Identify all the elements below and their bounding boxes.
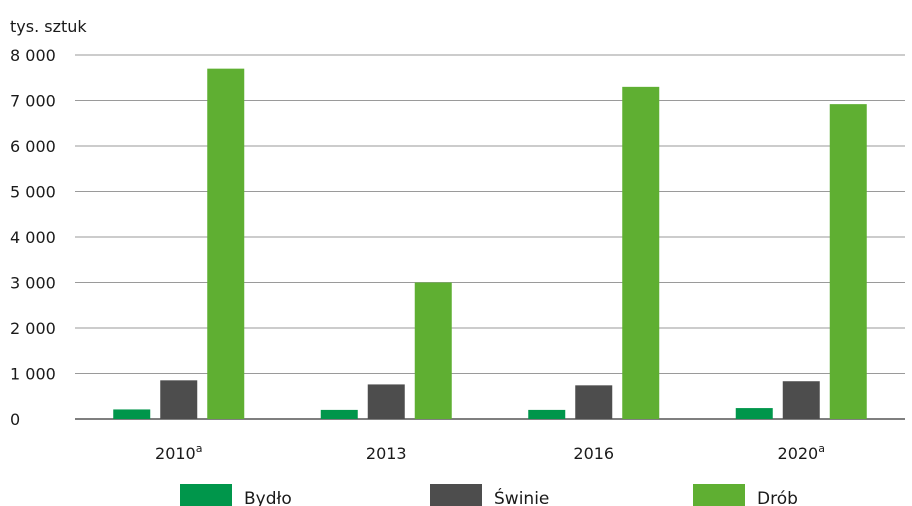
x-tick-label: 2013 bbox=[366, 444, 407, 463]
bar-drób-2013 bbox=[414, 282, 452, 419]
bars bbox=[113, 68, 867, 420]
y-axis-tick-labels: 0 1 000 2 000 3 000 4 000 5 000 6 000 7 000 8 00… bbox=[10, 46, 56, 429]
legend-item-świnie: Świnie bbox=[430, 484, 549, 506]
legend-item-bydło: Bydło bbox=[180, 484, 292, 506]
legend-label: Świnie bbox=[494, 487, 549, 506]
bar-bydło-2013 bbox=[320, 409, 358, 419]
legend-swatch bbox=[693, 484, 745, 506]
y-tick-label: 6 000 bbox=[10, 137, 56, 156]
x-tick-label: 2016 bbox=[573, 444, 614, 463]
y-tick-label: 3 000 bbox=[10, 274, 56, 293]
y-tick-label: 2 000 bbox=[10, 319, 56, 338]
bar-świnie-2013 bbox=[367, 384, 405, 419]
x-tick-label: 2020a bbox=[778, 442, 825, 463]
legend-swatch bbox=[430, 484, 482, 506]
legend-label: Drób bbox=[757, 489, 798, 506]
legend-item-drób: Drób bbox=[693, 484, 798, 506]
bar-drób-2020 bbox=[829, 104, 867, 419]
y-tick-label: 5 000 bbox=[10, 183, 56, 202]
bar-bydło-2016 bbox=[528, 409, 566, 419]
legend: Bydło Świnie Drób bbox=[180, 484, 798, 506]
y-axis-unit-label: tys. sztuk bbox=[10, 17, 87, 36]
bar-drób-2016 bbox=[622, 86, 660, 419]
y-tick-label: 0 bbox=[10, 410, 20, 429]
bar-świnie-2010 bbox=[160, 380, 198, 419]
y-tick-label: 1 000 bbox=[10, 365, 56, 384]
y-tick-label: 4 000 bbox=[10, 228, 56, 247]
x-tick-label: 2010a bbox=[155, 442, 202, 463]
y-tick-label: 7 000 bbox=[10, 92, 56, 111]
legend-swatch bbox=[180, 484, 232, 506]
gridlines bbox=[75, 54, 905, 420]
y-tick-label: 8 000 bbox=[10, 46, 56, 65]
x-axis-tick-labels: 2010a 2013 2016 2020a bbox=[155, 442, 825, 463]
bar-bydło-2010 bbox=[113, 409, 151, 419]
bar-drób-2010 bbox=[207, 68, 245, 420]
bar-bydło-2020 bbox=[735, 408, 773, 419]
bar-świnie-2016 bbox=[575, 385, 613, 419]
legend-label: Bydło bbox=[244, 489, 292, 506]
bar-świnie-2020 bbox=[782, 381, 820, 419]
